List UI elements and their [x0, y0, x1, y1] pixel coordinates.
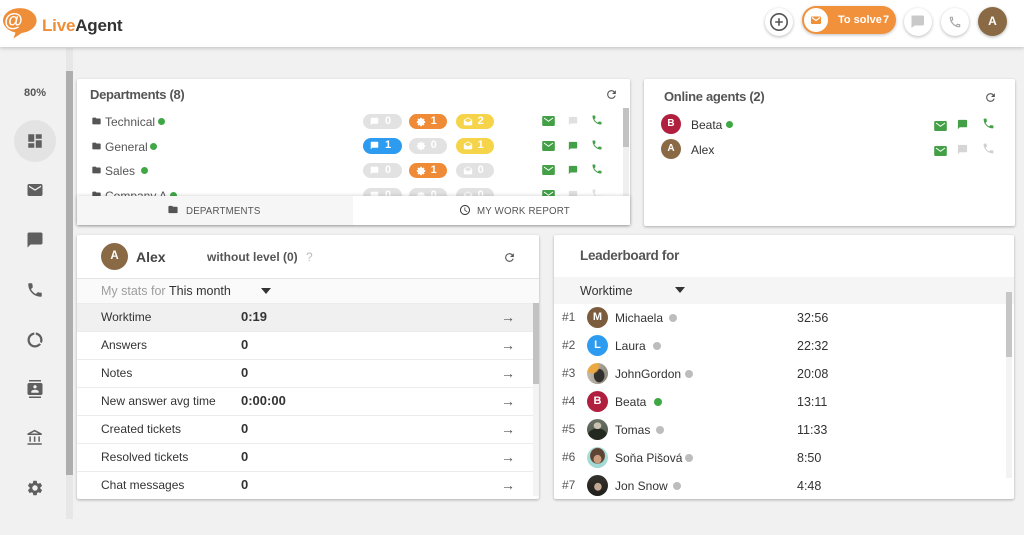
svg-text:@: @	[4, 10, 23, 31]
